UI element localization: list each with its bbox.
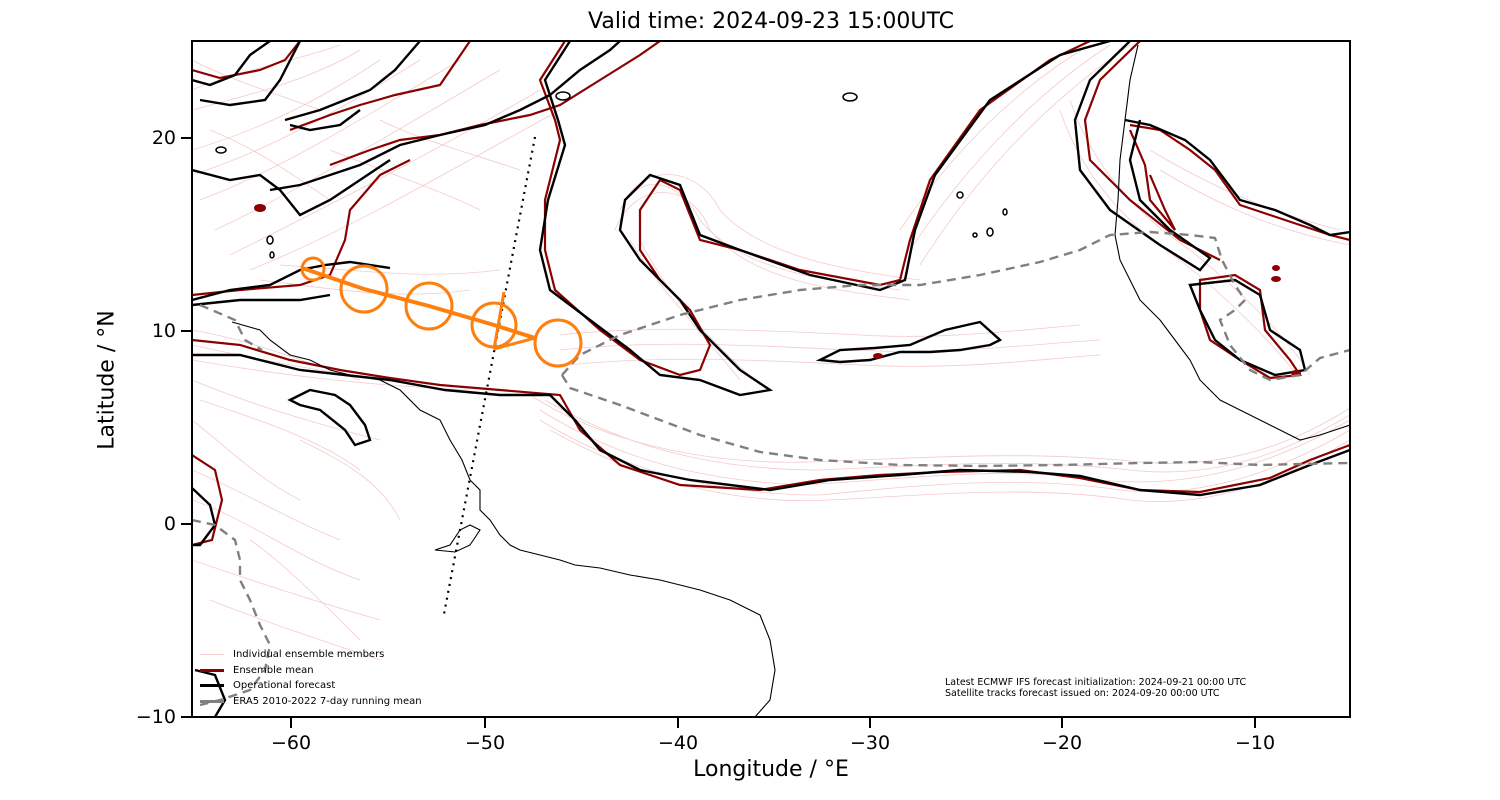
x-tick-label: −40 [657, 732, 699, 754]
y-tick-label: −10 [135, 706, 176, 728]
legend-entry-operational: Operational forecast [200, 678, 422, 694]
operational-forecast-contours [192, 41, 1350, 717]
track-circle-4 [470, 301, 518, 349]
legend-label: ERA5 2010-2022 7-day running mean [233, 695, 422, 707]
x-tick-label: −60 [270, 732, 312, 754]
era5-climatology-contours [192, 230, 1350, 707]
chart-title: Valid time: 2024-09-23 15:00UTC [588, 9, 954, 34]
satellite-issue-text: Satellite tracks forecast issued on: 202… [945, 688, 1220, 699]
legend-swatch [200, 699, 224, 703]
plot-frame [191, 40, 1351, 718]
legend-label: Ensemble mean [233, 664, 314, 676]
track-circle-1 [300, 256, 326, 282]
legend-swatch [200, 668, 224, 672]
x-axis-label: Longitude / °E [693, 757, 849, 782]
x-axis-ticks [290, 717, 1256, 728]
legend-entry-ensemble-members: Individual ensemble members [200, 647, 422, 663]
track-circle-5 [533, 318, 583, 368]
y-tick-label: 0 [163, 513, 176, 535]
forecast-init-text: Latest ECMWF IFS forecast initialization… [945, 677, 1247, 688]
coastline [231, 44, 1350, 717]
track-circle-2 [339, 264, 389, 314]
forecast-annotation: Latest ECMWF IFS forecast initialization… [945, 677, 1246, 699]
legend-swatch [200, 654, 224, 656]
satellite-track-line [442, 136, 537, 615]
legend-label: Individual ensemble members [233, 649, 385, 660]
y-tick-label: 10 [151, 320, 176, 342]
x-tick-label: −50 [464, 732, 506, 754]
legend: Individual ensemble members Ensemble mea… [200, 647, 422, 709]
legend-swatch [200, 684, 224, 688]
track-circle-3 [404, 281, 454, 331]
x-tick-label: −10 [1234, 732, 1276, 754]
x-tick-label: −30 [849, 732, 891, 754]
islands [215, 91, 1008, 259]
y-tick-label: 20 [151, 127, 176, 149]
legend-label: Operational forecast [233, 680, 336, 691]
legend-entry-era5: ERA5 2010-2022 7-day running mean [200, 694, 422, 710]
y-axis-ticks [181, 137, 192, 718]
legend-entry-ensemble-mean: Ensemble mean [200, 663, 422, 679]
storm-track [300, 256, 583, 368]
x-tick-label: −20 [1041, 732, 1083, 754]
y-axis-label: Latitude / °N [94, 310, 120, 450]
